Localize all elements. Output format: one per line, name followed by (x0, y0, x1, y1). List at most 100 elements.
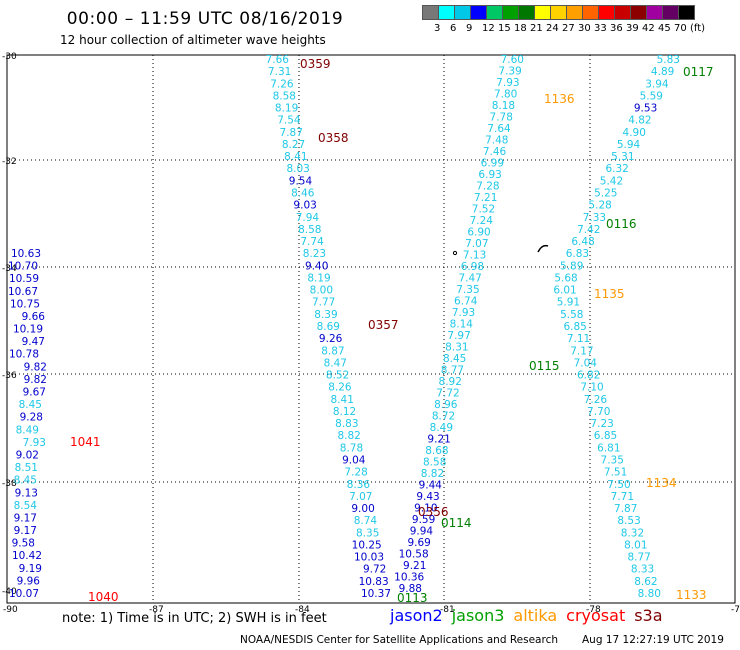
legend-swatch (454, 5, 471, 20)
legend-label: 15 (498, 23, 511, 34)
swh-value: 9.40 (305, 260, 328, 272)
legend-swatches (422, 5, 695, 20)
swh-value: 7.31 (268, 66, 291, 78)
swh-value: 10.78 (9, 349, 39, 361)
swh-value: 10.67 (8, 286, 38, 298)
swh-value: 8.03 (286, 163, 309, 175)
swh-value: 8.23 (303, 248, 326, 260)
swh-value: 5.58 (560, 309, 583, 321)
satellite-name: jason3 (451, 606, 505, 625)
swh-value: 10.19 (13, 324, 43, 336)
island-dot (452, 250, 458, 256)
legend-label: 24 (546, 23, 559, 34)
pass-time-label: 0116 (606, 217, 637, 231)
swh-value: 6.90 (467, 227, 490, 239)
swh-value: 9.47 (22, 336, 45, 348)
swh-value: 10.63 (11, 248, 41, 260)
swh-value: 5.31 (611, 151, 634, 163)
swh-value: 8.41 (284, 151, 307, 163)
swh-value: 8.83 (335, 418, 358, 430)
swh-value: 9.66 (22, 311, 46, 323)
legend-unit: (ft) (690, 23, 706, 34)
swh-value: 7.42 (577, 224, 600, 236)
swh-value: 7.54 (277, 115, 301, 127)
swh-value: 9.21 (427, 434, 450, 446)
legend-label: 36 (610, 23, 623, 34)
swh-value: 7.21 (474, 192, 497, 204)
swh-value: 7.04 (574, 357, 598, 369)
swh-value: 9.94 (410, 526, 434, 538)
swh-value: 7.28 (476, 181, 499, 193)
swh-value: 9.96 (17, 575, 41, 587)
swh-value: 7.39 (498, 66, 521, 78)
swh-value: 8.49 (16, 424, 39, 436)
swh-value: 7.80 (494, 89, 517, 101)
swh-value: 5.91 (557, 297, 580, 309)
swh-value: 8.77 (627, 552, 650, 564)
swh-value: 9.21 (403, 560, 426, 572)
longitude-tick-label: -81 (440, 605, 455, 615)
swh-value: 8.78 (340, 442, 363, 454)
page-title: 00:00 – 11:59 UTC 08/16/2019 (66, 9, 344, 29)
swh-value: 5.89 (560, 260, 583, 272)
swh-value: 9.17 (14, 512, 37, 524)
swh-value: 8.69 (317, 321, 340, 333)
swh-value: 7.72 (436, 388, 459, 400)
swh-value: 8.41 (331, 394, 354, 406)
swh-value: 8.31 (445, 342, 468, 354)
legend-swatch (470, 5, 487, 20)
swh-value: 8.01 (624, 539, 647, 551)
swh-value: 8.45 (443, 353, 466, 365)
swh-value: 7.66 (266, 54, 290, 66)
legend-swatch (550, 5, 567, 20)
pass-time-label: 0359 (300, 57, 331, 71)
footer-note: note: 1) Time is in UTC; 2) SWH is in fe… (62, 611, 327, 626)
longitude-tick-label: -75 (731, 605, 740, 615)
satellite-name: altika (513, 606, 558, 625)
longitude-tick-label: -87 (149, 605, 164, 615)
swh-value: 9.82 (24, 374, 47, 386)
legend-label: 39 (626, 23, 639, 34)
swh-value: 4.82 (628, 115, 651, 127)
legend-label: 9 (466, 23, 473, 34)
swh-value: 8.77 (441, 365, 464, 377)
swh-value: 10.03 (354, 552, 384, 564)
legend-swatch (662, 5, 679, 20)
legend-label: 3 (434, 23, 441, 34)
swh-value: 7.94 (296, 212, 320, 224)
latitude-tick-label: -30 (2, 52, 17, 62)
legend-swatch (630, 5, 647, 20)
generation-timestamp: Aug 17 12:27:19 UTC 2019 (582, 634, 724, 646)
swh-value: 6.01 (553, 285, 576, 297)
swh-value: 7.48 (485, 135, 508, 147)
latitude-tick-label: -32 (2, 157, 17, 167)
legend-swatch (566, 5, 583, 20)
legend-swatch (502, 5, 519, 20)
swh-value: 10.59 (9, 273, 39, 285)
swh-value: 5.94 (617, 139, 641, 151)
swh-value: 9.26 (319, 333, 343, 345)
legend-label: 18 (514, 23, 527, 34)
swh-value: 8.58 (273, 90, 296, 102)
swh-value: 8.12 (333, 406, 356, 418)
swh-value: 10.58 (399, 549, 429, 561)
legend-swatch (486, 5, 503, 20)
swh-value: 10.83 (359, 576, 389, 588)
pass-time-label: 1041 (70, 435, 101, 449)
swh-value: 9.10 (414, 503, 437, 515)
swh-value: 7.51 (604, 467, 627, 479)
pass-time-label: 0117 (683, 65, 714, 79)
legend-swatch (422, 5, 439, 20)
swh-value: 6.85 (594, 430, 617, 442)
legend-label: 33 (594, 23, 607, 34)
swh-value: 7.78 (490, 112, 513, 124)
swh-value: 3.94 (645, 78, 669, 90)
pass-time-label: 1134 (646, 476, 677, 490)
legend-label: 45 (658, 23, 671, 34)
longitude-tick-label: -90 (3, 605, 18, 615)
swh-value: 9.13 (15, 487, 38, 499)
swh-value: 9.04 (342, 455, 366, 467)
swh-value: 7.77 (312, 297, 335, 309)
pass-time-label: 1136 (544, 92, 575, 106)
swh-value: 8.58 (423, 457, 446, 469)
